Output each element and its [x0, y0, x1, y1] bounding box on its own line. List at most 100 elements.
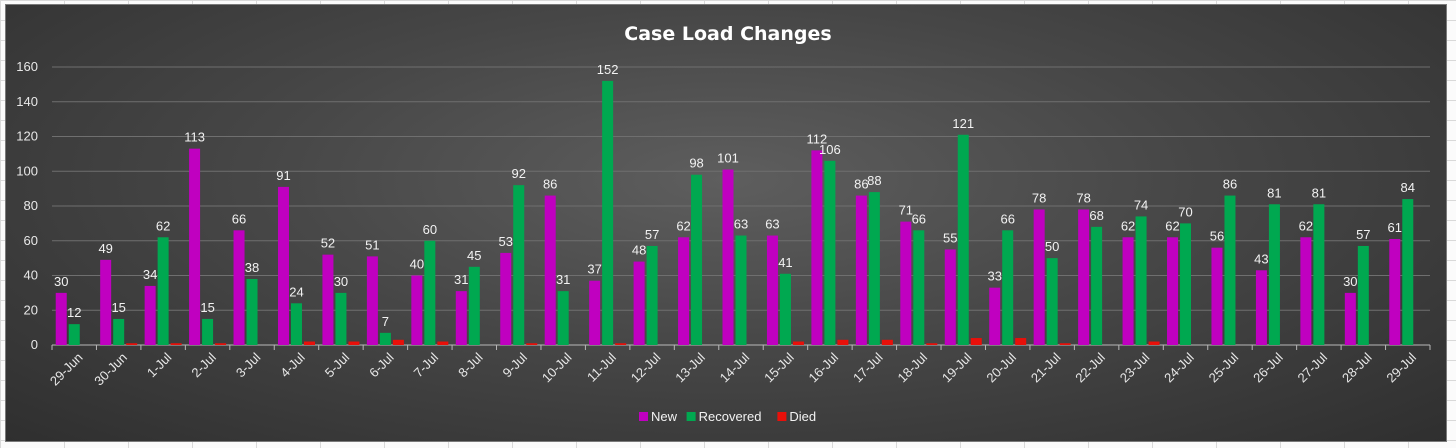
data-label-new: 66 — [232, 211, 246, 226]
bar-new[interactable] — [900, 221, 912, 345]
bar-died[interactable] — [126, 343, 138, 345]
bar-died[interactable] — [303, 341, 315, 345]
bar-new[interactable] — [589, 280, 601, 345]
bar-recovered[interactable] — [1357, 245, 1369, 345]
bar-new[interactable] — [1033, 209, 1045, 345]
x-tick-label: 26-Jul — [1250, 350, 1286, 386]
bar-died[interactable] — [926, 343, 938, 345]
bar-new[interactable] — [322, 254, 334, 345]
bar-recovered[interactable] — [1268, 204, 1280, 345]
bar-new[interactable] — [1255, 270, 1267, 345]
bar-recovered[interactable] — [335, 292, 347, 345]
bar-died[interactable] — [792, 341, 804, 345]
bar-new[interactable] — [1078, 209, 1090, 345]
data-label-new: 30 — [1343, 274, 1357, 289]
bar-new[interactable] — [55, 292, 67, 345]
bar-recovered[interactable] — [68, 324, 80, 345]
legend-swatch-new[interactable] — [639, 412, 648, 421]
bar-died[interactable] — [970, 338, 982, 345]
bar-new[interactable] — [144, 285, 156, 345]
bar-new[interactable] — [233, 230, 245, 345]
bar-recovered[interactable] — [557, 291, 569, 345]
bar-died[interactable] — [1148, 341, 1160, 345]
bar-recovered[interactable] — [1091, 226, 1103, 345]
bar-recovered[interactable] — [1402, 199, 1414, 345]
bar-recovered[interactable] — [1135, 216, 1147, 345]
bar-recovered[interactable] — [1002, 230, 1014, 345]
bar-recovered[interactable] — [246, 278, 258, 345]
legend-label-recovered[interactable]: Recovered — [699, 409, 762, 424]
bar-new[interactable] — [766, 235, 778, 345]
bar-recovered[interactable] — [824, 160, 836, 345]
bar-died[interactable] — [215, 343, 227, 345]
bar-recovered[interactable] — [468, 266, 480, 345]
data-label-recovered: 106 — [819, 142, 841, 157]
bar-recovered[interactable] — [1313, 204, 1325, 345]
bar-new[interactable] — [1389, 239, 1401, 345]
x-tick-label: 16-Jul — [806, 350, 842, 386]
bar-new[interactable] — [100, 259, 112, 345]
y-tick-label: 20 — [24, 302, 38, 317]
bar-new[interactable] — [1167, 237, 1179, 345]
bar-recovered[interactable] — [735, 235, 747, 345]
bar-new[interactable] — [1300, 237, 1312, 345]
bar-died[interactable] — [348, 341, 360, 345]
bar-new[interactable] — [366, 256, 378, 345]
bar-new[interactable] — [500, 252, 512, 345]
y-tick-label: 100 — [16, 163, 38, 178]
bar-recovered[interactable] — [1224, 195, 1236, 345]
bar-new[interactable] — [811, 150, 823, 345]
bar-new[interactable] — [277, 186, 289, 345]
bar-recovered[interactable] — [1180, 223, 1192, 345]
bar-recovered[interactable] — [779, 273, 791, 345]
data-label-recovered: 88 — [867, 173, 881, 188]
bar-recovered[interactable] — [602, 80, 614, 346]
bar-recovered[interactable] — [691, 174, 703, 345]
x-axis: 29-Jun 30-Jun 1-Jul 2-Jul 3-Jul 4-Jul 5-Jul 6-J… — [47, 345, 1431, 388]
bar-recovered[interactable] — [290, 303, 302, 345]
legend-swatch-recovered[interactable] — [686, 412, 696, 421]
bar-died[interactable] — [881, 339, 893, 345]
data-label-recovered: 70 — [1178, 204, 1192, 219]
bar-new[interactable] — [1211, 247, 1223, 345]
bar-died[interactable] — [526, 343, 538, 345]
bar-recovered[interactable] — [513, 185, 525, 345]
bar-new[interactable] — [544, 195, 556, 345]
bar-new[interactable] — [1122, 237, 1134, 345]
bar-recovered[interactable] — [868, 192, 880, 345]
bar-new[interactable] — [1344, 292, 1356, 345]
chart-area[interactable]: Case Load Changes 0 20 40 60 80 100 120 140 160 … — [5, 4, 1447, 442]
bar-new[interactable] — [678, 237, 690, 345]
bar-recovered[interactable] — [957, 134, 969, 345]
y-tick-label: 80 — [24, 198, 38, 213]
bar-new[interactable] — [722, 169, 734, 345]
bar-died[interactable] — [1015, 338, 1027, 345]
bar-new[interactable] — [411, 275, 423, 346]
bar-recovered[interactable] — [1046, 258, 1058, 345]
bar-recovered[interactable] — [913, 230, 925, 345]
bar-died[interactable] — [392, 339, 404, 345]
bar-recovered[interactable] — [202, 318, 214, 345]
bar-died[interactable] — [615, 343, 627, 345]
data-label-new: 101 — [717, 151, 739, 166]
bar-recovered[interactable] — [424, 240, 436, 345]
legend-label-died[interactable]: Died — [789, 409, 816, 424]
bar-new[interactable] — [455, 291, 467, 345]
bar-new[interactable] — [989, 287, 1001, 345]
bar-died[interactable] — [437, 341, 449, 345]
legend-swatch-died[interactable] — [777, 412, 787, 421]
bar-new[interactable] — [189, 148, 201, 345]
bar-new[interactable] — [633, 261, 645, 345]
bar-recovered[interactable] — [646, 245, 658, 345]
bar-died[interactable] — [170, 343, 182, 345]
bar-died[interactable] — [837, 339, 849, 345]
bar-new[interactable] — [855, 195, 867, 345]
legend[interactable]: New Recovered Died — [639, 409, 816, 424]
bar-new[interactable] — [944, 249, 956, 345]
legend-label-new[interactable]: New — [651, 409, 678, 424]
bar-died[interactable] — [1059, 343, 1071, 345]
bar-recovered[interactable] — [379, 332, 391, 345]
bar-recovered[interactable] — [157, 237, 169, 345]
data-label-recovered: 30 — [334, 274, 348, 289]
bar-recovered[interactable] — [113, 318, 125, 345]
